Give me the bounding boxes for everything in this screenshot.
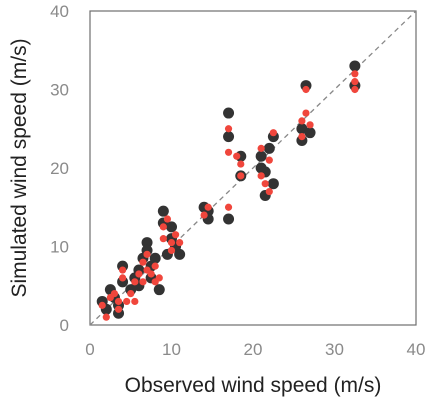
y-tick-label: 30 xyxy=(50,81,69,100)
data-point-dark xyxy=(255,150,267,162)
data-point-red xyxy=(151,262,159,270)
y-tick-label: 20 xyxy=(50,159,69,178)
data-point-red xyxy=(139,258,147,266)
data-point-red xyxy=(167,238,176,247)
data-point-red xyxy=(257,172,265,180)
data-point-dark xyxy=(149,252,161,264)
identity-reference-line xyxy=(89,10,417,326)
data-point-dark xyxy=(223,213,235,225)
x-tick-label: 20 xyxy=(244,340,263,359)
data-points xyxy=(96,60,361,321)
x-axis-ticks: 0 10 20 30 40 xyxy=(85,340,425,359)
data-point-red xyxy=(224,203,233,211)
data-point-red xyxy=(102,313,110,321)
y-axis-title: Simulated wind speed (m/s) xyxy=(8,38,31,297)
data-point-dark xyxy=(349,60,361,72)
data-point-dark xyxy=(174,248,186,260)
data-point-red xyxy=(265,187,273,196)
data-point-dark xyxy=(166,221,177,233)
data-point-red xyxy=(167,246,176,255)
data-point-dark xyxy=(141,237,153,249)
data-point-dark xyxy=(304,127,316,139)
data-point-red xyxy=(163,215,172,223)
data-point-red xyxy=(159,235,167,243)
data-point-red xyxy=(257,144,265,152)
data-point-red xyxy=(351,85,359,94)
data-point-red xyxy=(224,125,233,133)
data-point-red xyxy=(261,180,269,188)
data-point-red xyxy=(302,85,310,94)
data-point-red xyxy=(298,133,306,141)
data-point-dark xyxy=(223,131,235,143)
data-point-red xyxy=(98,301,106,309)
data-point-red xyxy=(171,231,180,239)
data-point-red xyxy=(131,278,139,286)
data-point-red xyxy=(298,117,306,125)
data-point-red xyxy=(159,223,167,231)
x-axis-title: Observed wind speed (m/s) xyxy=(125,374,382,397)
data-point-dark xyxy=(267,178,279,190)
data-point-red xyxy=(135,270,143,278)
data-point-red xyxy=(119,266,127,274)
y-axis-ticks: 0 10 20 30 40 xyxy=(50,2,69,335)
x-tick-label: 0 xyxy=(85,340,94,359)
data-point-red xyxy=(302,109,310,117)
data-point-dark xyxy=(153,284,165,296)
data-point-dark xyxy=(157,205,169,217)
data-point-red xyxy=(233,152,241,160)
data-point-red xyxy=(119,274,127,282)
y-tick-label: 40 xyxy=(50,2,69,21)
data-point-red xyxy=(176,238,184,247)
data-point-red xyxy=(351,78,359,86)
data-point-red xyxy=(265,156,273,164)
data-point-red xyxy=(131,297,139,306)
data-point-red xyxy=(224,148,233,156)
x-tick-label: 40 xyxy=(407,340,426,359)
data-point-red xyxy=(200,211,208,219)
data-point-red xyxy=(127,290,135,298)
data-point-red xyxy=(114,297,123,306)
data-point-red xyxy=(114,305,123,313)
data-point-red xyxy=(204,203,212,211)
data-point-red xyxy=(155,274,163,282)
y-tick-label: 10 xyxy=(50,238,69,257)
data-point-red xyxy=(139,278,147,286)
y-tick-label: 0 xyxy=(60,316,69,335)
data-point-red xyxy=(123,297,131,306)
data-point-dark xyxy=(223,107,235,119)
data-point-red xyxy=(143,250,151,258)
data-point-red xyxy=(147,270,155,278)
data-point-red xyxy=(269,129,277,137)
x-tick-label: 10 xyxy=(162,340,181,359)
x-tick-label: 30 xyxy=(325,340,344,359)
data-point-red xyxy=(306,121,314,129)
data-point-red xyxy=(237,160,245,168)
data-point-dark xyxy=(296,123,308,135)
data-point-dark xyxy=(263,142,275,154)
data-point-red xyxy=(237,172,245,180)
data-point-red xyxy=(351,70,359,78)
data-point-red xyxy=(110,290,119,298)
